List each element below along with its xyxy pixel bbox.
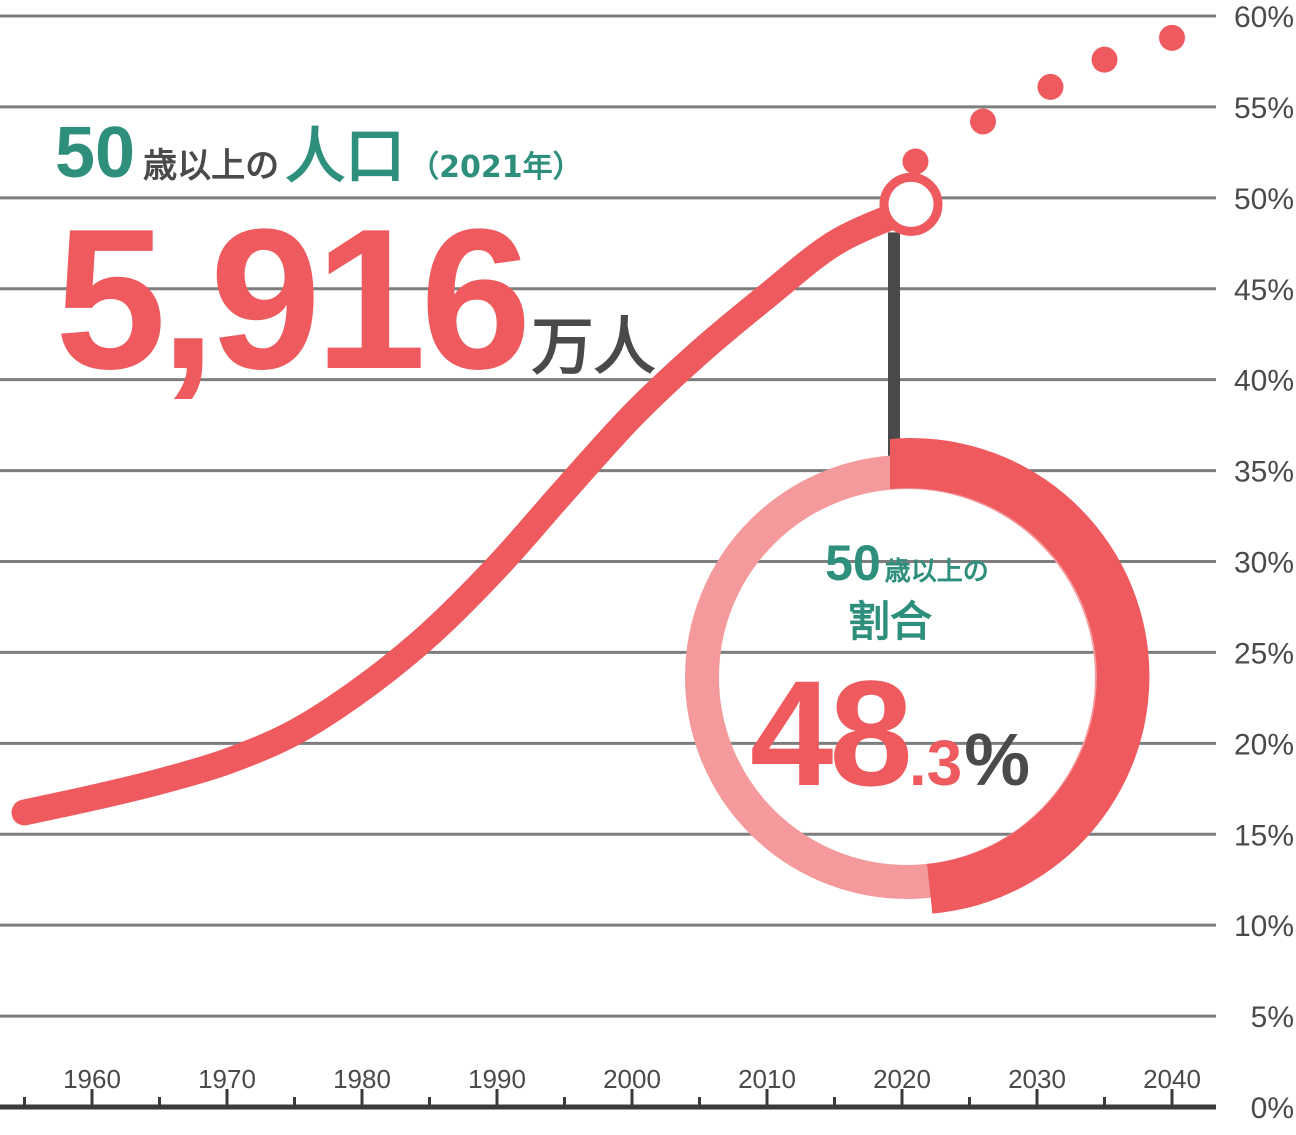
projection-dot (1037, 73, 1064, 100)
x-tick-label: 2010 (738, 1064, 796, 1094)
y-tick-label: 45% (1234, 274, 1294, 307)
y-tick-label: 40% (1234, 365, 1294, 398)
x-tick-label: 1970 (198, 1064, 256, 1094)
x-tick-label: 1980 (333, 1064, 391, 1094)
y-tick-label: 50% (1234, 183, 1294, 216)
x-tick-label: 2040 (1143, 1064, 1201, 1094)
y-tick-label: 10% (1234, 910, 1294, 943)
x-tick-label: 2000 (603, 1064, 661, 1094)
y-tick-label: 5% (1251, 1001, 1294, 1034)
donut-percentage: 48.3% (750, 649, 1030, 817)
donut-label-top: 50 歳以上の (825, 535, 989, 591)
headline-title: 50 歳以上の 人口 （2021年） (55, 113, 583, 193)
x-tick-label: 2020 (873, 1064, 931, 1094)
x-tick-label: 2030 (1008, 1064, 1066, 1094)
donut-label-mid: 割合 (848, 597, 932, 646)
projection-dot (1159, 24, 1185, 51)
projection-dot (970, 108, 996, 135)
grid-lines (0, 14, 1216, 1018)
series-path (11, 199, 915, 826)
y-tick-label: 30% (1234, 547, 1294, 580)
y-tick-label: 0% (1251, 1092, 1294, 1125)
y-tick-label: 20% (1234, 728, 1294, 761)
y-tick-label: 55% (1234, 92, 1294, 125)
donut-value-arc (890, 438, 1150, 914)
y-tick-label: 60% (1234, 1, 1294, 34)
x-axis: 1960 1970 1980 1990 2000 2010 2020 2030 2040 (0, 1064, 1216, 1110)
projection-dot (902, 148, 929, 175)
headline-value: 5,916万人 (55, 188, 656, 411)
series-line (11, 24, 1185, 826)
y-tick-label: 35% (1234, 456, 1294, 489)
projection-dot (1091, 46, 1118, 73)
x-tick-label: 1960 (63, 1064, 121, 1094)
x-tick-label: 1990 (468, 1064, 526, 1094)
y-tick-label: 25% (1234, 637, 1294, 670)
y-axis-labels: 0% 5% 10% 15% 20% 25% 30% 35% 40% 45% 50% 55% 60% (1234, 1, 1294, 1125)
ratio-donut (685, 438, 1150, 914)
highlight-marker (879, 172, 943, 236)
y-tick-label: 15% (1234, 819, 1294, 852)
